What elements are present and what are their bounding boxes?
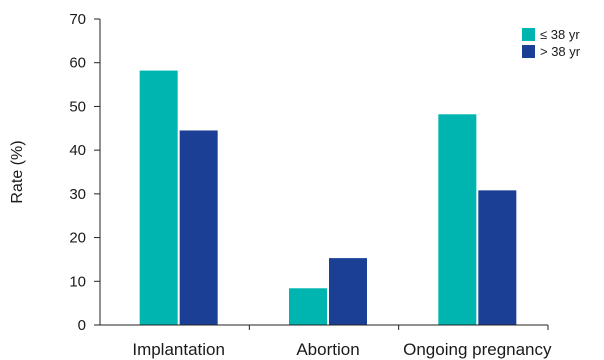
y-axis-title: Rate (%) <box>9 140 26 203</box>
legend-swatch <box>522 45 535 58</box>
bar-le38-ongoing-pregnancy <box>438 114 477 325</box>
bar-gt38-implantation <box>179 130 218 325</box>
y-tick-label: 30 <box>69 186 86 203</box>
bar-gt38-abortion <box>329 258 367 325</box>
y-tick-label: 70 <box>69 11 86 28</box>
x-category-label: Abortion <box>296 340 359 359</box>
bars <box>139 70 517 325</box>
legend-label: > 38 yr <box>540 44 581 59</box>
legend-swatch <box>522 28 535 41</box>
y-tick-label: 40 <box>69 142 86 159</box>
x-category-label: Ongoing pregnancy <box>403 340 552 359</box>
x-axis-labels: Implantation Abortion Ongoing pregnancy <box>132 325 552 359</box>
bar-gt38-ongoing-pregnancy <box>478 190 517 325</box>
x-category-label: Implantation <box>132 340 225 359</box>
y-axis-ticks: 0 10 20 30 40 50 60 70 <box>69 11 100 334</box>
y-tick-label: 60 <box>69 55 86 72</box>
legend: ≤ 38 yr > 38 yr <box>522 27 581 59</box>
bar-le38-implantation <box>139 70 178 325</box>
y-tick-label: 20 <box>69 230 86 247</box>
y-tick-label: 50 <box>69 98 86 115</box>
y-tick-label: 10 <box>69 273 86 290</box>
bar-le38-abortion <box>289 288 327 325</box>
legend-label: ≤ 38 yr <box>540 27 580 42</box>
y-tick-label: 0 <box>78 317 86 334</box>
